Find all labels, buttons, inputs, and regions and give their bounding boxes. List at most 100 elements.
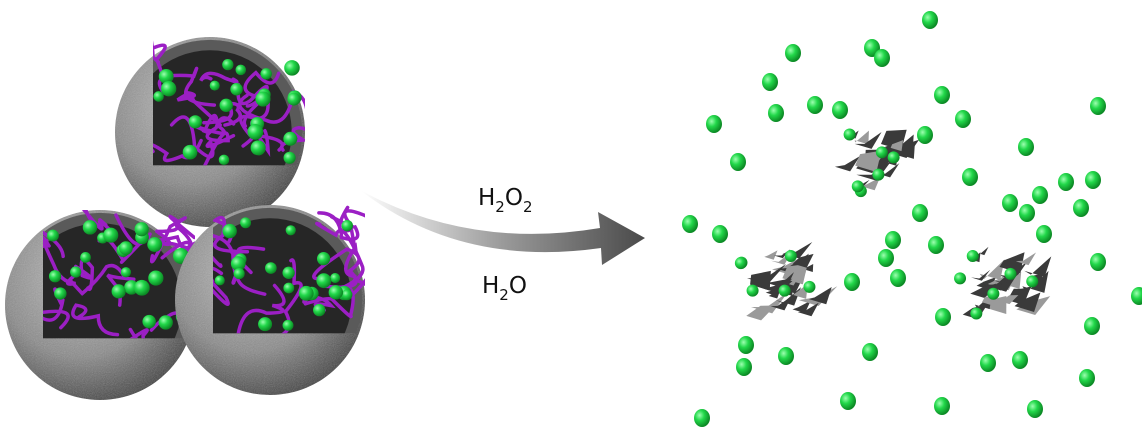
payload xyxy=(712,225,728,243)
payload xyxy=(329,285,343,299)
payload xyxy=(119,241,133,255)
payload xyxy=(962,168,978,186)
payload xyxy=(83,220,97,234)
payload xyxy=(54,287,66,299)
payload xyxy=(934,397,950,415)
payload xyxy=(1036,225,1052,243)
label-text: H xyxy=(482,273,499,299)
payload xyxy=(135,222,149,236)
payload xyxy=(1131,287,1142,305)
payload xyxy=(283,132,297,146)
degraded-shell xyxy=(954,247,1051,320)
subscript: 2 xyxy=(495,198,505,216)
payload xyxy=(1032,186,1048,204)
payload xyxy=(778,347,794,365)
payload xyxy=(134,280,150,296)
fragment xyxy=(764,250,777,259)
payload xyxy=(230,83,242,95)
payload xyxy=(234,268,245,279)
payload xyxy=(299,286,314,301)
payload xyxy=(284,60,300,76)
payload xyxy=(967,250,979,262)
subscript: 2 xyxy=(499,286,509,304)
payload xyxy=(885,231,901,249)
payload xyxy=(47,230,59,242)
payload xyxy=(121,267,131,277)
payload xyxy=(161,81,176,96)
payload xyxy=(980,354,996,372)
label-text: O xyxy=(509,273,527,299)
payload xyxy=(844,128,856,140)
payload xyxy=(1002,194,1018,212)
payload xyxy=(283,283,294,294)
payload xyxy=(852,180,864,192)
payload xyxy=(844,273,860,291)
degraded-shell xyxy=(735,242,837,320)
payload xyxy=(342,289,353,300)
payload xyxy=(862,343,878,361)
payload xyxy=(222,59,233,70)
payload xyxy=(747,285,759,297)
capsule xyxy=(99,8,314,227)
payload xyxy=(330,273,340,283)
payload xyxy=(210,81,220,91)
payload xyxy=(220,99,233,112)
payload xyxy=(1073,199,1089,217)
degraded-shell xyxy=(835,128,919,197)
payload xyxy=(803,281,815,293)
payload xyxy=(694,409,710,427)
diagram: H2O2H2O xyxy=(0,0,1142,430)
payload xyxy=(112,284,126,298)
payload xyxy=(928,236,944,254)
payload xyxy=(878,249,894,267)
payload xyxy=(1026,275,1038,287)
payload xyxy=(1085,171,1101,189)
payload xyxy=(735,257,747,269)
page: {"arrow_labels": [ {"segments": [{"text"… xyxy=(0,0,1142,430)
payload xyxy=(738,336,754,354)
payload xyxy=(219,155,229,165)
payload xyxy=(247,124,263,140)
payload xyxy=(1004,268,1016,280)
payload xyxy=(736,358,752,376)
payload xyxy=(342,220,353,231)
payload xyxy=(189,115,202,128)
payload xyxy=(785,44,801,62)
payload xyxy=(80,252,91,263)
payload xyxy=(1018,138,1034,156)
payload xyxy=(935,308,951,326)
label-text: O xyxy=(505,185,523,211)
payload xyxy=(987,288,999,300)
payload xyxy=(955,110,971,128)
payload xyxy=(832,101,848,119)
payload xyxy=(922,11,938,29)
payload xyxy=(785,250,797,262)
payload xyxy=(917,126,933,144)
payload xyxy=(779,285,791,297)
payload xyxy=(682,215,698,233)
capsule xyxy=(174,205,402,395)
payload xyxy=(284,152,296,164)
payload xyxy=(236,65,246,75)
payload xyxy=(283,320,294,331)
payload xyxy=(147,237,162,252)
payload xyxy=(706,115,722,133)
payload xyxy=(840,392,856,410)
payload xyxy=(142,315,155,328)
payload xyxy=(282,267,294,279)
payload xyxy=(222,224,236,238)
payload xyxy=(1090,97,1106,115)
polymer-chain xyxy=(99,8,158,62)
released-particles xyxy=(682,11,1142,427)
payload xyxy=(890,269,906,287)
subscript: 2 xyxy=(523,198,533,216)
payload xyxy=(159,315,173,329)
payload xyxy=(874,49,890,67)
payload xyxy=(265,262,277,274)
payload xyxy=(49,270,61,282)
payload xyxy=(730,153,746,171)
payload xyxy=(768,104,784,122)
payload xyxy=(286,225,296,235)
payload xyxy=(1079,369,1095,387)
payload xyxy=(1027,400,1043,418)
